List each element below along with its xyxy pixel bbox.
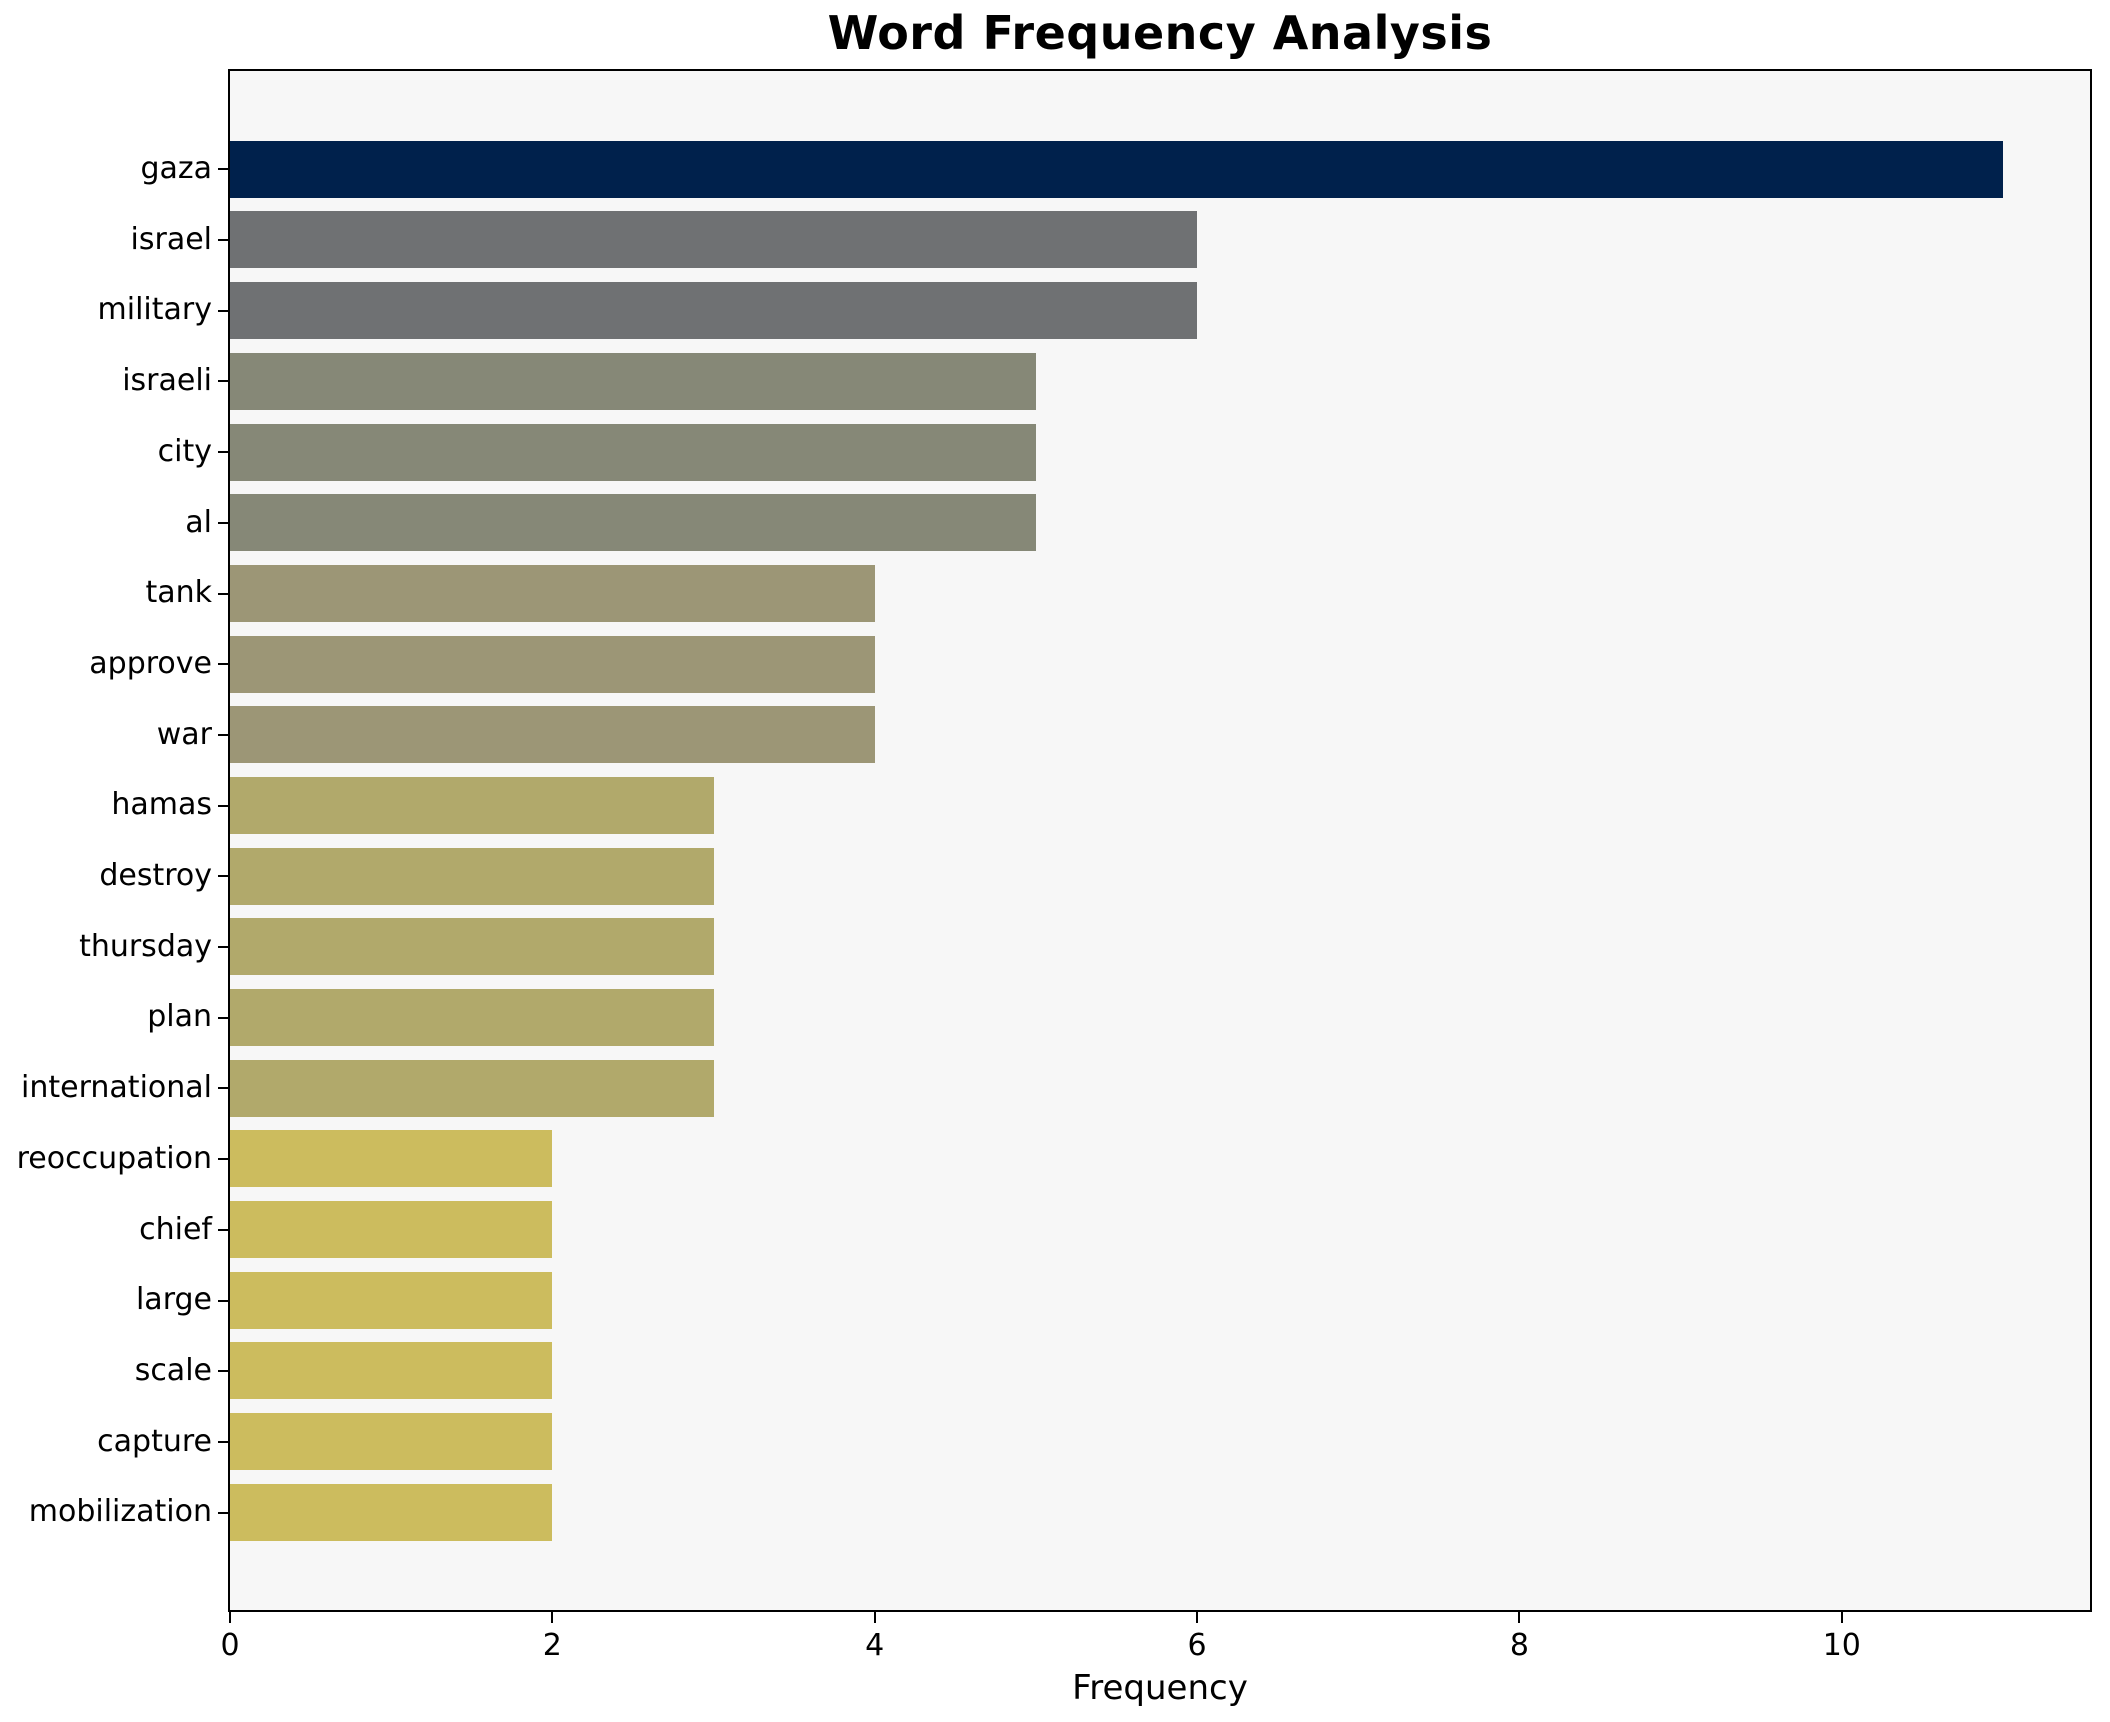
y-tick-mark [218,946,230,949]
y-tick-mark [218,804,230,807]
bar-row [230,629,2090,700]
y-tick-label-israeli: israeli [122,363,212,399]
bar-row [230,346,2090,417]
y-tick-mark [218,1299,230,1302]
x-axis-label: Frequency [1072,1668,1248,1708]
bar-international [230,1059,714,1117]
y-tick-mark [218,1087,230,1090]
plot-area [228,69,2092,1612]
bar-row [230,912,2090,983]
y-tick-label-destroy: destroy [99,858,212,893]
y-tick-label-scale: scale [134,1352,212,1388]
y-tick-label-hamas: hamas [111,787,212,823]
bar-row [230,1477,2090,1548]
bar-row [230,1053,2090,1124]
y-tick-label-thursday: thursday [79,928,212,964]
y-tick-mark [218,1440,230,1443]
x-tick-mark [1518,1612,1521,1623]
bar-military [230,282,1198,340]
y-tick-mark [218,239,230,242]
y-tick-label-international: international [21,1070,212,1106]
bar-row [230,700,2090,771]
bar-plan [230,989,714,1047]
bar-row [230,205,2090,276]
bar-war [230,706,875,764]
bar-al [230,494,1036,552]
y-tick-label-al: al [185,504,212,540]
chart-title: Word Frequency Analysis [827,6,1493,60]
y-tick-label-plan: plan [147,999,212,1035]
bar-hamas [230,776,714,834]
y-tick-mark [218,733,230,736]
bar-thursday [230,918,714,976]
y-tick-mark [218,168,230,171]
bar-chief [230,1201,553,1259]
y-tick-mark [218,592,230,595]
y-tick-mark [218,1511,230,1514]
bar-mobilization [230,1483,553,1541]
bar-row [230,134,2090,205]
bar-destroy [230,847,714,905]
bar-row [230,1406,2090,1477]
bars-layer [230,134,2090,1548]
x-tick-mark [1840,1612,1843,1623]
bar-gaza [230,140,2003,198]
x-tick-mark [873,1612,876,1623]
x-tick-label-2: 2 [542,1628,562,1663]
bar-row [230,770,2090,841]
y-tick-label-war: war [156,716,212,752]
y-tick-mark [218,380,230,383]
bar-row [230,1336,2090,1407]
bar-city [230,423,1036,481]
x-tick-mark [229,1612,231,1623]
x-tick-mark [1196,1612,1199,1623]
y-tick-mark [218,309,230,312]
bar-row [230,558,2090,629]
y-tick-mark [218,1158,230,1161]
bar-reoccupation [230,1130,553,1188]
y-tick-label-military: military [97,292,212,328]
y-tick-mark [218,451,230,454]
y-tick-label-gaza: gaza [140,151,212,186]
x-tick-label-0: 0 [220,1628,240,1663]
y-tick-label-city: city [157,433,212,469]
bar-row [230,1194,2090,1265]
bar-israel [230,211,1198,269]
bar-row [230,1265,2090,1336]
y-tick-mark [218,521,230,524]
x-tick-mark [551,1612,554,1623]
x-tick-label-6: 6 [1187,1628,1207,1663]
y-tick-mark [218,1370,230,1373]
bar-israeli [230,352,1036,410]
bar-row [230,275,2090,346]
x-tick-label-8: 8 [1509,1628,1529,1663]
y-tick-mark [218,1228,230,1231]
y-tick-mark [218,663,230,666]
y-tick-label-mobilization: mobilization [28,1494,212,1530]
y-tick-label-chief: chief [139,1211,212,1247]
y-tick-label-reoccupation: reoccupation [16,1140,212,1176]
y-tick-label-approve: approve [89,645,212,681]
y-tick-label-capture: capture [97,1423,212,1459]
bar-row [230,487,2090,558]
bar-capture [230,1413,553,1471]
y-tick-label-israel: israel [130,221,212,257]
bar-row [230,982,2090,1053]
y-tick-mark [218,875,230,878]
bar-scale [230,1342,553,1400]
bar-tank [230,564,875,622]
bar-row [230,417,2090,488]
y-tick-label-tank: tank [145,575,212,611]
bar-row [230,1124,2090,1195]
bar-large [230,1271,553,1329]
x-tick-label-10: 10 [1822,1628,1861,1663]
y-tick-label-large: large [135,1282,212,1318]
y-tick-mark [218,1016,230,1019]
bar-approve [230,635,875,693]
x-tick-label-4: 4 [865,1628,885,1663]
bar-row [230,841,2090,912]
